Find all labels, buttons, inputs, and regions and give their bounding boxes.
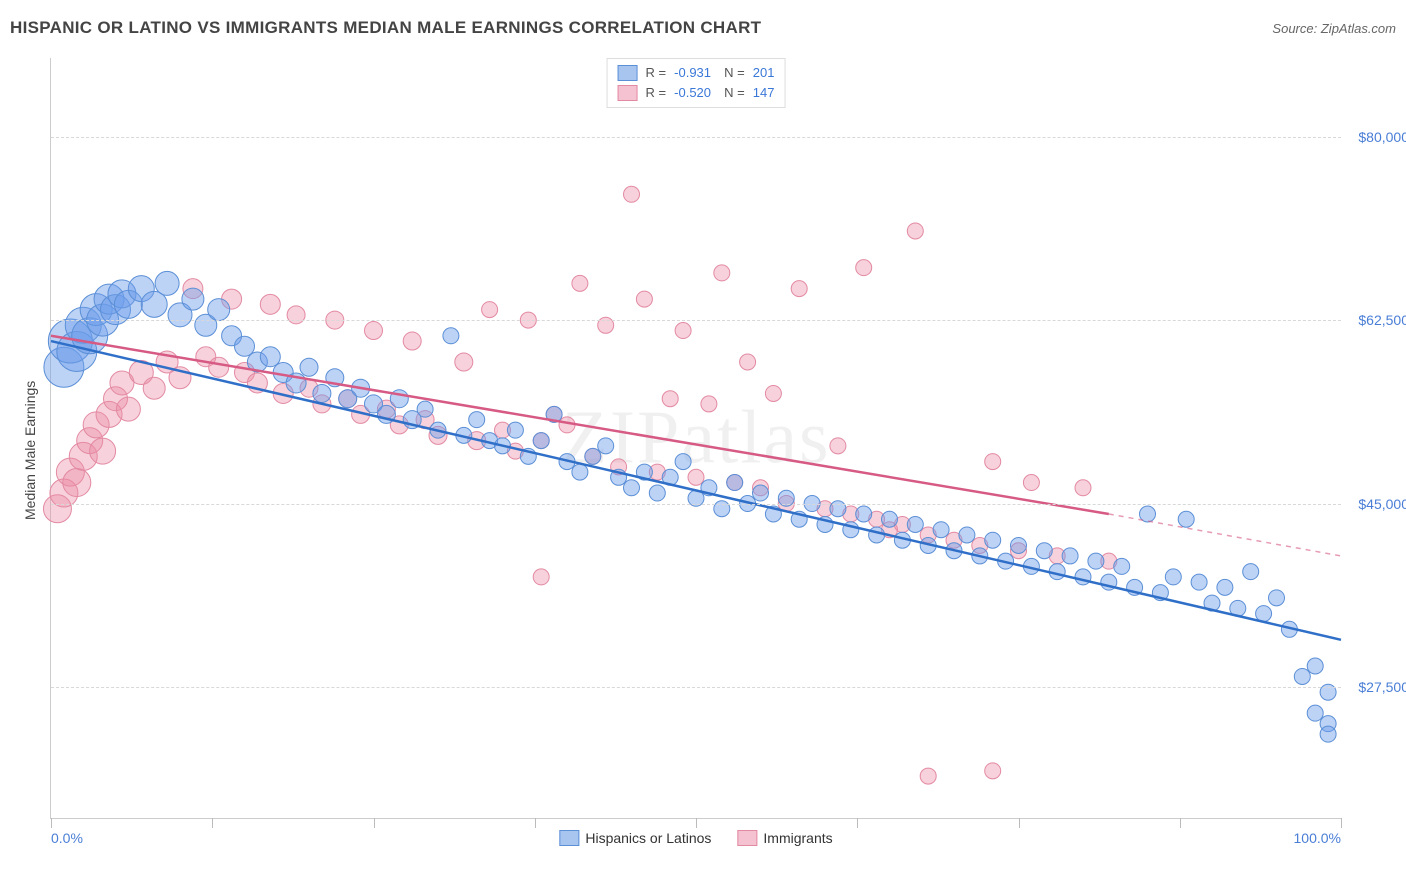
swatch-series-2 [618,85,638,101]
chart-title: HISPANIC OR LATINO VS IMMIGRANTS MEDIAN … [10,18,761,38]
legend-label-1: Hispanics or Latinos [585,830,711,846]
xtick [212,818,213,828]
ytick-label: $27,500 [1349,679,1406,695]
gridline-h [51,504,1341,505]
legend-row-series-2: R = -0.520 N = 147 [618,83,775,103]
source-label: Source: [1272,21,1317,36]
chart-svg [51,58,1341,818]
x-min-label: 0.0% [51,830,83,846]
ytick-label: $80,000 [1349,129,1406,145]
legend-row-series-1: R = -0.931 N = 201 [618,63,775,83]
r-label-2: R = [646,83,667,103]
ytick-label: $45,000 [1349,496,1406,512]
gridline-h [51,137,1341,138]
r-value-2: -0.520 [674,83,716,103]
x-max-label: 100.0% [1294,830,1341,846]
y-axis-label: Median Male Earnings [22,381,38,520]
xtick [51,818,52,828]
legend-item-series-1: Hispanics or Latinos [559,830,711,846]
xtick [374,818,375,828]
chart-plot-area: ZIPatlas R = -0.931 N = 201 R = -0.520 N… [50,58,1341,819]
gridline-h [51,320,1341,321]
legend-label-2: Immigrants [763,830,832,846]
correlation-legend: R = -0.931 N = 201 R = -0.520 N = 147 [607,58,786,108]
r-value-1: -0.931 [674,63,716,83]
gridline-h [51,687,1341,688]
ytick-label: $62,500 [1349,312,1406,328]
series-legend: Hispanics or Latinos Immigrants [559,830,832,846]
n-label-1: N = [724,63,745,83]
xtick [1180,818,1181,828]
xtick [696,818,697,828]
xtick [535,818,536,828]
xtick [1019,818,1020,828]
legend-item-series-2: Immigrants [737,830,832,846]
swatch-bottom-2 [737,830,757,846]
xtick [1341,818,1342,828]
n-label-2: N = [724,83,745,103]
n-value-1: 201 [753,63,775,83]
source-value: ZipAtlas.com [1321,21,1396,36]
xtick [857,818,858,828]
source-attribution: Source: ZipAtlas.com [1272,21,1396,36]
swatch-series-1 [618,65,638,81]
r-label-1: R = [646,63,667,83]
swatch-bottom-1 [559,830,579,846]
n-value-2: 147 [753,83,775,103]
chart-header: HISPANIC OR LATINO VS IMMIGRANTS MEDIAN … [10,18,1396,38]
